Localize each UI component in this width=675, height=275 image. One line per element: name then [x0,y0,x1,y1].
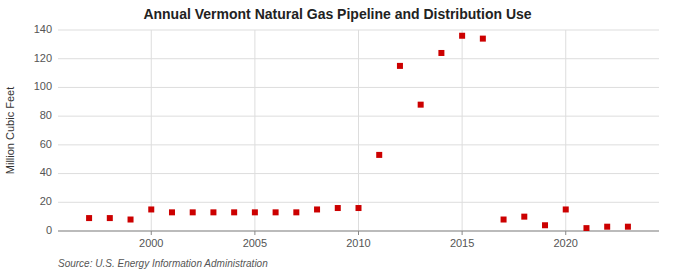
point [480,36,486,42]
point [314,206,320,212]
chart: 0 20 40 60 80 100 120 140 2000 2005 2010 2015 2020 An… [0,0,675,275]
y-tick-label: 20 [40,195,52,207]
point [542,222,548,228]
point [190,209,196,215]
point [459,33,465,39]
x-grid-line [565,30,566,231]
points [86,33,631,231]
point [148,206,154,212]
x-grid-line [462,30,463,231]
point [521,214,527,220]
point [169,209,175,215]
point [397,63,403,69]
point [107,215,113,221]
grid [58,30,659,231]
point [252,209,258,215]
x-tick-label: 2015 [450,237,474,249]
x-grid-line [151,30,152,231]
y-tick-label: 140 [34,23,52,35]
y-tick-label: 100 [34,80,52,92]
x-tick [565,231,566,235]
y-axis-label: Million Cubic Feet [4,87,16,174]
point [604,224,610,230]
y-grid-line [58,231,659,232]
point [86,215,92,221]
point [293,209,299,215]
point [356,205,362,211]
y-tick-label: 40 [40,166,52,178]
y-tick-label: 60 [40,138,52,150]
point [335,205,341,211]
x-tick-label: 2020 [553,237,577,249]
x-tick-label: 2000 [139,237,163,249]
x-grid-line [358,30,359,231]
point [418,102,424,108]
y-tick-label: 0 [46,224,52,236]
point [563,206,569,212]
x-axis-line [58,231,659,232]
y-tick-label: 120 [34,52,52,64]
x-tick [358,231,359,235]
point [210,209,216,215]
point [583,225,589,231]
point [625,224,631,230]
x-tick-label: 2005 [243,237,267,249]
x-grid-line [254,30,255,231]
point [501,217,507,223]
title: Annual Vermont Natural Gas Pipeline and … [143,6,531,22]
point [376,152,382,158]
annotation: Source: U.S. Energy Information Administ… [58,258,268,269]
point [128,217,134,223]
x-tick [151,231,152,235]
point [231,209,237,215]
point [438,50,444,56]
y-tick-label: 80 [40,109,52,121]
x-tick [462,231,463,235]
x-tick-label: 2010 [346,237,370,249]
x-tick [254,231,255,235]
point [273,209,279,215]
